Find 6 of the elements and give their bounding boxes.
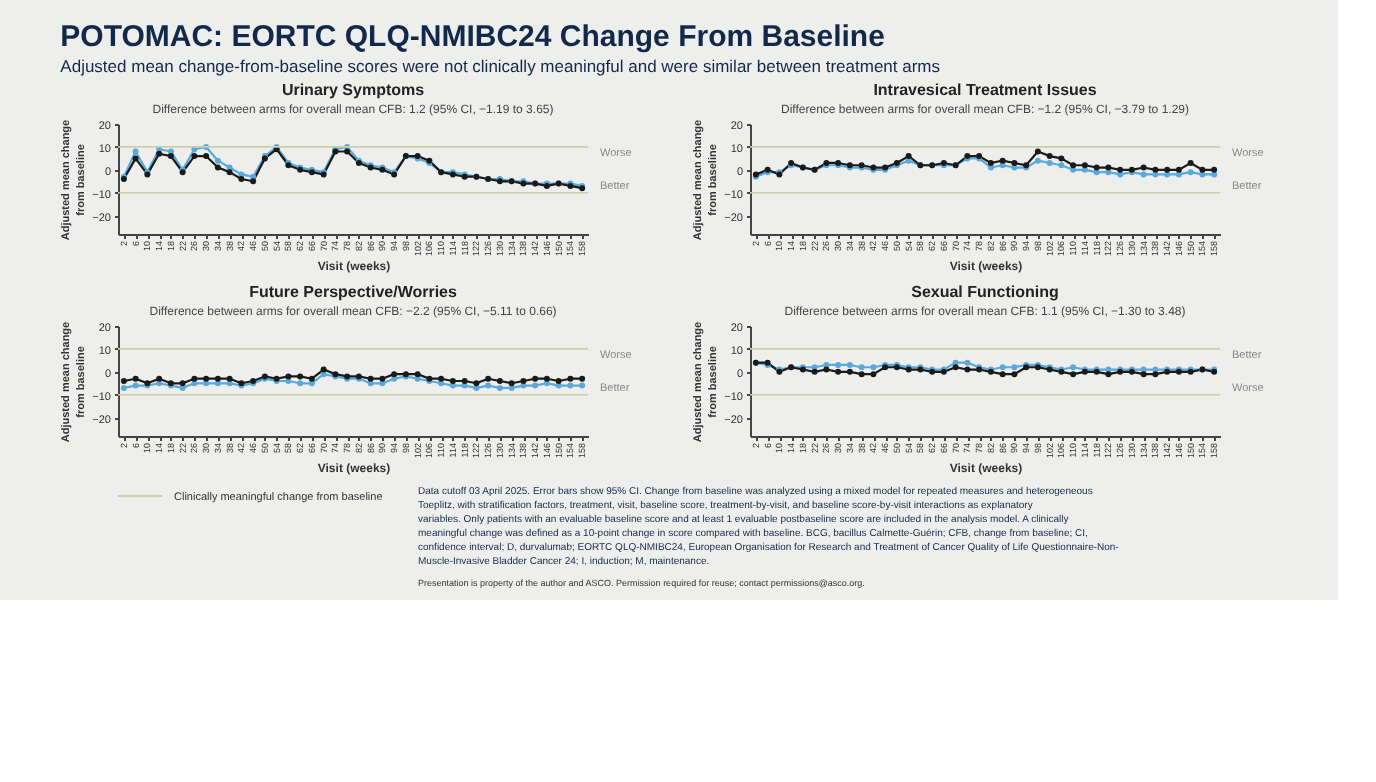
chart-title: Intravesical Treatment Issues [873, 80, 1098, 99]
text: POTOMAC: EORTC QLQ-NMIBC24 Change From Baseline [60, 19, 885, 54]
chart-title: Urinary Symptoms [281, 80, 426, 99]
chart-title: Future Perspective/Worries [249, 282, 458, 301]
chart-title: Sexual Functioning [911, 282, 1060, 301]
text: Adjusted mean change-from-baseline scores were not clinically meaningful and were similar between treatment arms [60, 55, 941, 76]
